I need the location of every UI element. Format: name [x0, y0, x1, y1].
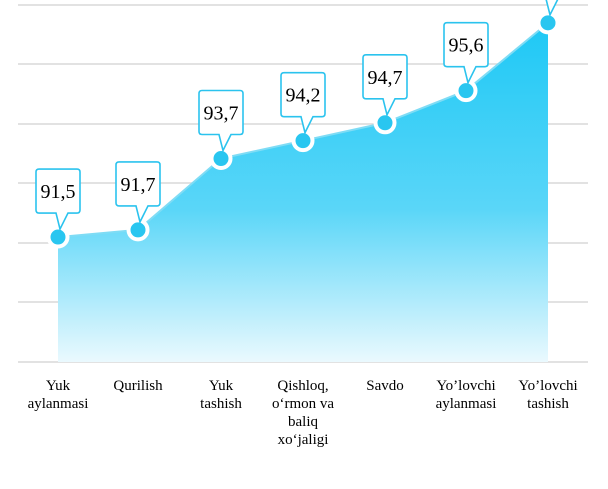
data-label-callout [35, 168, 81, 232]
data-label-callout [280, 71, 326, 135]
data-label: 94,7 [368, 67, 403, 89]
data-label-callouts: 91,591,793,794,294,795,697,5 [35, 0, 559, 232]
category-label: Qurilish [113, 378, 163, 394]
category-label: Yo’lovchi tashish [518, 378, 577, 412]
data-label-callout [362, 54, 408, 118]
data-label-callout [115, 161, 161, 225]
data-label-callout [443, 21, 489, 85]
category-label: Yo’lovchi aylanmasi [436, 378, 497, 412]
data-point [373, 111, 397, 135]
category-labels: Yuk aylanmasi Qurilish Yuk tashish Qishloq, o‘… [28, 378, 578, 448]
data-point [536, 11, 560, 35]
data-label: 91,7 [121, 174, 156, 196]
data-label: 94,2 [286, 85, 321, 107]
category-label: Qishloq, o‘rmon va baliq xo‘jaligi [272, 378, 334, 448]
data-label: 93,7 [204, 103, 239, 125]
data-label: 91,5 [41, 181, 76, 203]
category-label: Yuk tashish [200, 378, 242, 412]
data-point [454, 79, 478, 103]
data-point [46, 225, 70, 249]
category-label: Savdo [366, 378, 404, 394]
data-markers [46, 11, 560, 249]
data-point [126, 218, 150, 242]
data-point [291, 129, 315, 153]
data-label-callout [545, 0, 559, 18]
data-label-callout [198, 89, 244, 153]
data-point [209, 147, 233, 171]
data-label: 95,6 [449, 35, 484, 57]
category-label: Yuk aylanmasi [28, 378, 89, 412]
